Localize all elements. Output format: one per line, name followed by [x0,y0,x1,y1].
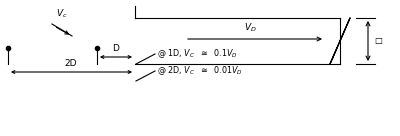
Text: 2D: 2D [65,59,77,68]
Text: @ 2D, $\mathit{V}_C$  $\cong$  0.01$\mathit{V}_D$: @ 2D, $\mathit{V}_C$ $\cong$ 0.01$\mathi… [157,65,243,77]
Text: $\mathit{V}_D$: $\mathit{V}_D$ [244,21,256,34]
Text: □: □ [374,36,382,46]
Text: @ 1D, $\mathit{V}_C$  $\cong$  0.1$\mathit{V}_D$: @ 1D, $\mathit{V}_C$ $\cong$ 0.1$\mathit… [157,48,238,60]
Text: D: D [112,44,120,53]
Text: $\mathit{V}_c$: $\mathit{V}_c$ [56,7,68,20]
